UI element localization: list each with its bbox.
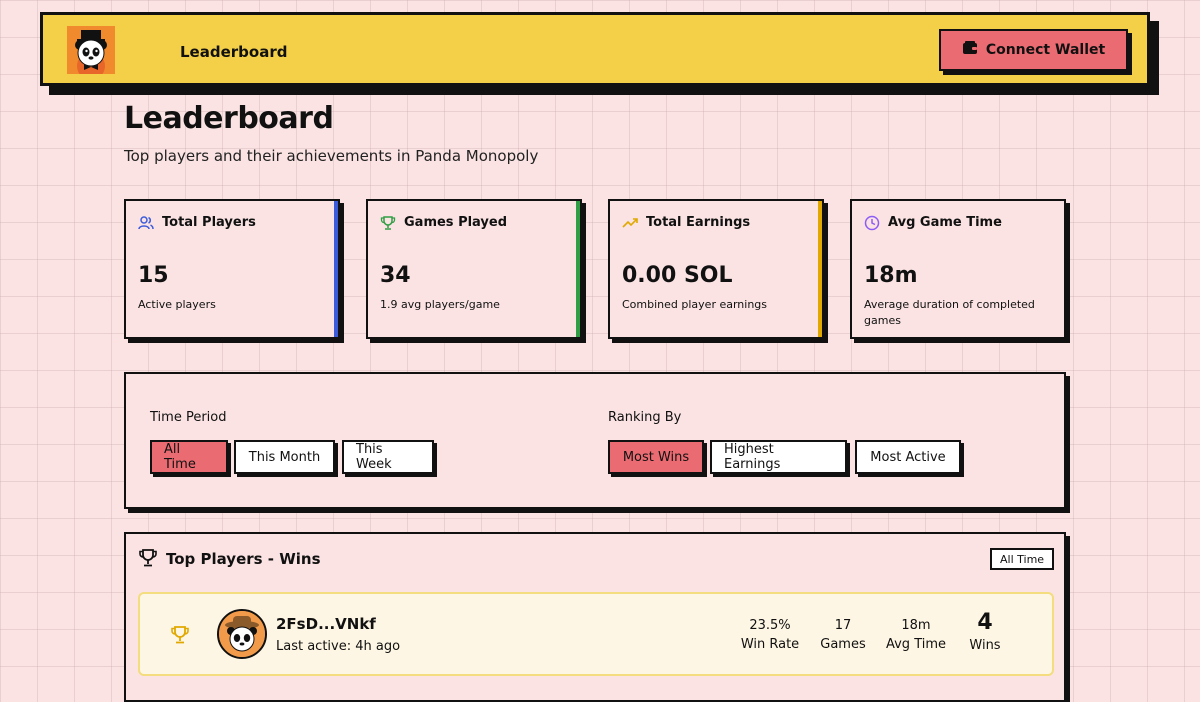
stat-value: 0.00 SOL [622, 263, 733, 288]
stat-value: 18m [864, 263, 918, 288]
trophy-icon [380, 216, 396, 230]
player-avatar [217, 609, 267, 659]
stat-card-games-played: Games Played 34 1.9 avg players/game [366, 199, 582, 339]
player-row[interactable]: 2FsD...VNkf Last active: 4h ago 23.5% Wi… [138, 592, 1054, 676]
stat-value: 34 [380, 263, 411, 288]
card-accent-bar [576, 201, 580, 337]
stat-value: 15 [138, 263, 169, 288]
top-players-title: Top Players - Wins [166, 550, 321, 568]
trending-up-icon [622, 218, 638, 228]
rank-most-active[interactable]: Most Active [855, 440, 961, 474]
page-title: Leaderboard [124, 101, 334, 136]
stat-label: Total Earnings [646, 215, 751, 230]
wallet-icon [962, 41, 978, 59]
gold-trophy-icon [171, 626, 189, 644]
filter-all-time[interactable]: All Time [150, 440, 228, 474]
win-rate-label: Win Rate [740, 637, 800, 652]
ranking-by-label: Ranking By [608, 410, 682, 425]
period-badge: All Time [990, 548, 1055, 570]
filter-this-week[interactable]: This Week [342, 440, 434, 474]
stat-win-rate: 23.5% Win Rate [740, 616, 800, 654]
avg-time-value: 18m [901, 618, 931, 633]
stat-label: Games Played [404, 215, 508, 230]
stat-card-total-earnings: Total Earnings 0.00 SOL Combined player … [608, 199, 824, 339]
rank-highest-earnings[interactable]: Highest Earnings [710, 440, 847, 474]
stat-desc: Combined player earnings [622, 298, 768, 311]
connect-wallet-label: Connect Wallet [985, 42, 1106, 58]
player-last-active: Last active: 4h ago [276, 639, 401, 654]
stat-card-avg-game-time: Avg Game Time 18m Average duration of co… [850, 199, 1066, 339]
player-name[interactable]: 2FsD...VNkf [276, 615, 376, 633]
trophy-icon [139, 549, 157, 567]
connect-wallet-button[interactable]: Connect Wallet [939, 29, 1128, 71]
stat-avg-time: 18m Avg Time [884, 616, 948, 654]
wins-label: Wins [969, 638, 1001, 653]
filters-panel: Time Period All Time This Month This Wee… [124, 372, 1066, 509]
time-period-label: Time Period [150, 410, 227, 425]
card-accent-bar [334, 201, 338, 337]
filter-this-month[interactable]: This Month [234, 440, 335, 474]
nav-title[interactable]: Leaderboard [180, 43, 288, 61]
stat-desc: Average duration of completed games [864, 298, 1035, 327]
stat-wins: 4 Wins [958, 610, 1012, 655]
games-label: Games [820, 637, 866, 652]
stat-desc: 1.9 avg players/game [380, 298, 500, 311]
stat-card-total-players: Total Players 15 Active players [124, 199, 340, 339]
page-subtitle: Top players and their achievements in Pa… [124, 147, 539, 165]
avg-time-label: Avg Time [885, 637, 947, 652]
top-players-panel: Top Players - Wins All Time 2FsD...VNkf … [124, 532, 1066, 702]
stat-label: Total Players [162, 215, 256, 230]
card-accent-bar [818, 201, 822, 337]
stat-desc: Active players [138, 298, 216, 311]
stat-games: 17 Games [816, 616, 870, 654]
rank-most-wins[interactable]: Most Wins [608, 440, 704, 474]
top-nav: Leaderboard Connect Wallet [40, 12, 1150, 86]
wins-value: 4 [977, 610, 993, 635]
users-icon [138, 216, 154, 230]
clock-icon [864, 215, 880, 231]
stat-label: Avg Game Time [888, 215, 1002, 230]
win-rate-value: 23.5% [749, 618, 791, 633]
panda-logo[interactable] [67, 26, 115, 80]
games-value: 17 [834, 618, 852, 633]
